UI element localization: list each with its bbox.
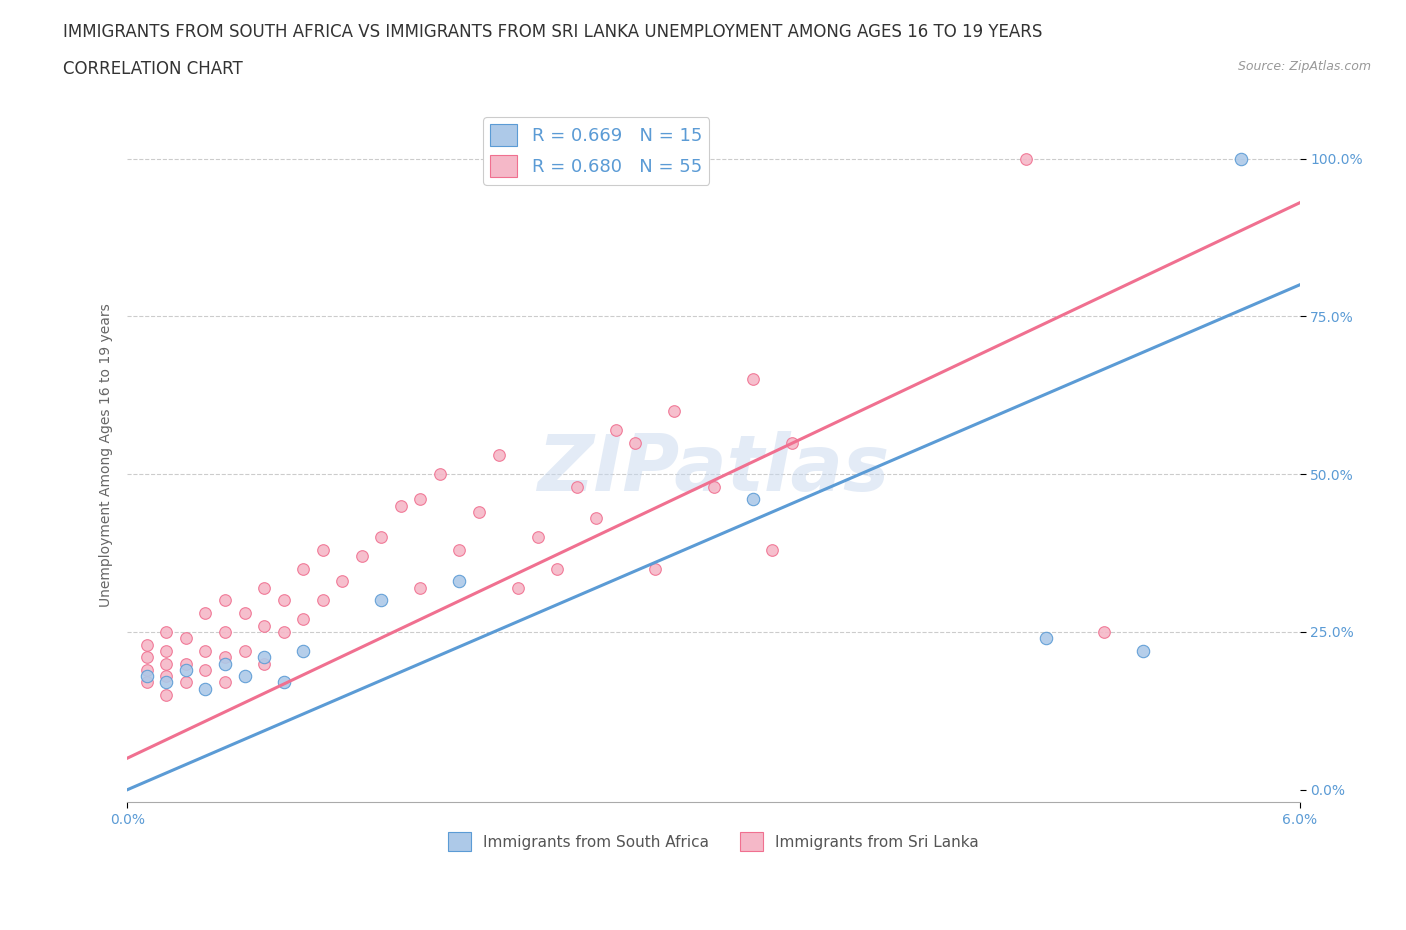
Point — [233, 669, 256, 684]
Point — [741, 492, 763, 507]
Point — [741, 372, 763, 387]
Point — [312, 542, 335, 557]
Point — [214, 656, 236, 671]
Point — [1092, 625, 1115, 640]
Text: Source: ZipAtlas.com: Source: ZipAtlas.com — [1237, 60, 1371, 73]
Point — [273, 593, 295, 608]
Point — [273, 675, 295, 690]
Text: ZIPatlas: ZIPatlas — [537, 432, 890, 507]
Point — [174, 662, 197, 677]
Point — [233, 644, 256, 658]
Point — [409, 492, 432, 507]
Point — [624, 435, 647, 450]
Point — [135, 662, 157, 677]
Point — [135, 637, 157, 652]
Point — [780, 435, 803, 450]
Point — [233, 605, 256, 620]
Point — [702, 479, 724, 494]
Point — [1132, 644, 1154, 658]
Point — [155, 625, 177, 640]
Point — [253, 650, 276, 665]
Point — [488, 447, 510, 462]
Y-axis label: Unemployment Among Ages 16 to 19 years: Unemployment Among Ages 16 to 19 years — [100, 303, 114, 607]
Point — [155, 675, 177, 690]
Point — [1035, 631, 1057, 645]
Point — [135, 675, 157, 690]
Point — [155, 644, 177, 658]
Point — [370, 530, 392, 545]
Point — [253, 580, 276, 595]
Point — [135, 650, 157, 665]
Point — [174, 631, 197, 645]
Point — [350, 549, 373, 564]
Point — [370, 593, 392, 608]
Point — [292, 644, 315, 658]
Point — [214, 625, 236, 640]
Point — [135, 669, 157, 684]
Point — [761, 542, 783, 557]
Text: CORRELATION CHART: CORRELATION CHART — [63, 60, 243, 78]
Point — [155, 687, 177, 702]
Point — [253, 656, 276, 671]
Point — [155, 669, 177, 684]
Point — [664, 404, 686, 418]
Point — [214, 650, 236, 665]
Legend: Immigrants from South Africa, Immigrants from Sri Lanka: Immigrants from South Africa, Immigrants… — [441, 827, 986, 857]
Point — [449, 574, 471, 589]
Point — [194, 682, 217, 697]
Point — [194, 605, 217, 620]
Point — [468, 505, 491, 520]
Point — [214, 675, 236, 690]
Point — [429, 467, 451, 482]
Point — [449, 542, 471, 557]
Text: IMMIGRANTS FROM SOUTH AFRICA VS IMMIGRANTS FROM SRI LANKA UNEMPLOYMENT AMONG AGE: IMMIGRANTS FROM SOUTH AFRICA VS IMMIGRAN… — [63, 23, 1043, 41]
Point — [546, 562, 568, 577]
Point — [155, 656, 177, 671]
Point — [644, 562, 666, 577]
Point — [605, 422, 627, 437]
Point — [565, 479, 588, 494]
Point — [585, 511, 607, 525]
Point — [312, 593, 335, 608]
Point — [273, 625, 295, 640]
Point — [330, 574, 353, 589]
Point — [409, 580, 432, 595]
Point — [253, 618, 276, 633]
Point — [1015, 151, 1038, 166]
Point — [389, 498, 412, 513]
Point — [508, 580, 530, 595]
Point — [292, 562, 315, 577]
Point — [214, 593, 236, 608]
Point — [292, 612, 315, 627]
Point — [526, 530, 548, 545]
Point — [174, 675, 197, 690]
Point — [194, 644, 217, 658]
Point — [1230, 151, 1253, 166]
Point — [174, 656, 197, 671]
Point — [194, 662, 217, 677]
